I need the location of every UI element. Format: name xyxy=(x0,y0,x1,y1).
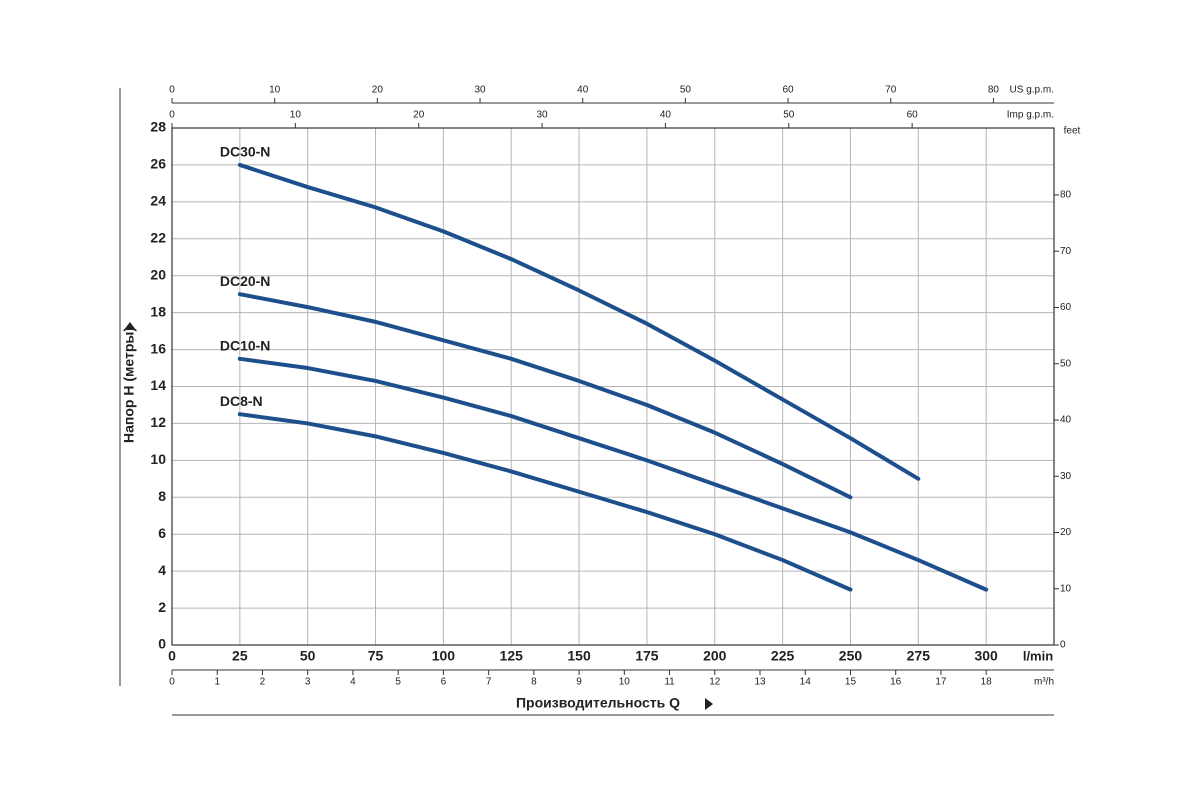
secondary-tick-label: 20 xyxy=(413,110,425,121)
y-tick-label: 14 xyxy=(150,377,166,393)
secondary-tick-label: 60 xyxy=(907,110,919,121)
secondary-tick-label: 16 xyxy=(890,677,902,688)
y-tick-label: 24 xyxy=(150,193,166,209)
y2-tick-label: 70 xyxy=(1060,246,1072,257)
curve-label: DC20-N xyxy=(220,273,271,289)
secondary-tick-label: 9 xyxy=(576,677,582,688)
secondary-tick-label: 14 xyxy=(800,677,812,688)
y-tick-label: 28 xyxy=(150,119,166,135)
curve-label: DC8-N xyxy=(220,393,263,409)
x-axis-title: Производительность Q xyxy=(516,695,680,711)
secondary-tick-label: 4 xyxy=(350,677,356,688)
y-tick-label: 26 xyxy=(150,156,166,172)
secondary-axis-unit: m³/h xyxy=(1034,677,1054,688)
y2-tick-label: 50 xyxy=(1060,358,1072,369)
secondary-tick-label: 18 xyxy=(981,677,993,688)
pump-curve xyxy=(237,162,921,481)
y-tick-label: 0 xyxy=(158,636,166,652)
y-tick-label: 2 xyxy=(158,599,166,615)
secondary-tick-label: 50 xyxy=(783,110,795,121)
secondary-tick-label: 7 xyxy=(486,677,492,688)
y2-tick-label: 40 xyxy=(1060,415,1072,426)
x-tick-label: 75 xyxy=(368,648,384,664)
secondary-tick-label: 10 xyxy=(290,110,302,121)
x-tick-label: 275 xyxy=(907,648,931,664)
secondary-axis-unit: Imp g.p.m. xyxy=(1007,110,1054,121)
secondary-tick-label: 20 xyxy=(372,85,384,96)
secondary-tick-label: 80 xyxy=(988,85,1000,96)
secondary-tick-label: 10 xyxy=(619,677,631,688)
secondary-tick-label: 70 xyxy=(885,85,897,96)
pump-curve xyxy=(237,292,853,500)
secondary-tick-label: 0 xyxy=(169,85,175,96)
secondary-tick-label: 30 xyxy=(474,85,486,96)
secondary-tick-label: 8 xyxy=(531,677,537,688)
y2-tick-label: 0 xyxy=(1060,640,1066,651)
x-tick-label: 150 xyxy=(567,648,591,664)
pump-curve xyxy=(237,356,989,592)
secondary-tick-label: 17 xyxy=(935,677,947,688)
y2-tick-label: 20 xyxy=(1060,527,1072,538)
y-axis-arrow xyxy=(124,322,136,330)
y-tick-label: 16 xyxy=(150,340,166,356)
y-tick-label: 6 xyxy=(158,525,166,541)
secondary-tick-label: 60 xyxy=(783,85,795,96)
secondary-tick-label: 2 xyxy=(260,677,266,688)
x-axis-arrow xyxy=(705,698,713,710)
curve-label: DC10-N xyxy=(220,338,271,354)
x-tick-label: 225 xyxy=(771,648,795,664)
x-tick-label: 250 xyxy=(839,648,863,664)
secondary-tick-label: 11 xyxy=(664,677,675,688)
y-axis-title: Напор H (метры) xyxy=(121,327,137,443)
pump-curve xyxy=(237,412,853,592)
secondary-tick-label: 0 xyxy=(169,110,175,121)
x-unit: l/min xyxy=(1023,648,1053,663)
secondary-tick-label: 12 xyxy=(709,677,721,688)
x-tick-label: 50 xyxy=(300,648,316,664)
secondary-tick-label: 40 xyxy=(577,85,589,96)
y-tick-label: 12 xyxy=(150,414,166,430)
secondary-tick-label: 13 xyxy=(754,677,766,688)
y-tick-label: 22 xyxy=(150,229,166,245)
y-tick-label: 18 xyxy=(150,303,166,319)
secondary-tick-label: 40 xyxy=(660,110,672,121)
x-tick-label: 100 xyxy=(432,648,456,664)
secondary-tick-label: 0 xyxy=(169,677,175,688)
x-tick-label: 0 xyxy=(168,648,176,664)
x-tick-label: 175 xyxy=(635,648,659,664)
secondary-tick-label: 1 xyxy=(214,677,220,688)
secondary-tick-label: 10 xyxy=(269,85,281,96)
y-tick-label: 10 xyxy=(150,451,166,467)
y-tick-label: 4 xyxy=(158,562,166,578)
y2-tick-label: 60 xyxy=(1060,302,1072,313)
y2-axis-title: feet xyxy=(1064,126,1081,137)
x-tick-label: 125 xyxy=(500,648,524,664)
curve-label: DC30-N xyxy=(220,144,271,160)
y2-tick-label: 30 xyxy=(1060,471,1072,482)
y-tick-label: 8 xyxy=(158,488,166,504)
secondary-axis-unit: US g.p.m. xyxy=(1010,85,1054,96)
secondary-tick-label: 15 xyxy=(845,677,857,688)
x-tick-label: 200 xyxy=(703,648,727,664)
x-tick-label: 25 xyxy=(232,648,248,664)
secondary-tick-label: 50 xyxy=(680,85,692,96)
y2-tick-label: 10 xyxy=(1060,583,1072,594)
x-tick-label: 300 xyxy=(974,648,998,664)
y2-tick-label: 80 xyxy=(1060,190,1072,201)
y-tick-label: 20 xyxy=(150,266,166,282)
secondary-tick-label: 5 xyxy=(395,677,401,688)
secondary-tick-label: 3 xyxy=(305,677,311,688)
secondary-tick-label: 30 xyxy=(537,110,549,121)
secondary-tick-label: 6 xyxy=(441,677,447,688)
